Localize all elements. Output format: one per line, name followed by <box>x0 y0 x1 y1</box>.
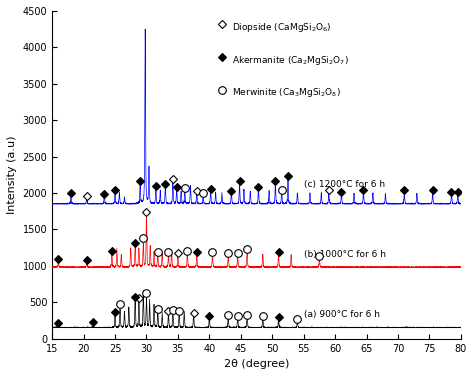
Text: Diopside (CaMgSi$_2$O$_6$): Diopside (CaMgSi$_2$O$_6$) <box>232 21 331 34</box>
Text: (c) 1200°C for 6 h: (c) 1200°C for 6 h <box>304 180 385 190</box>
Y-axis label: Intensity (a.u): Intensity (a.u) <box>7 135 17 214</box>
Text: Akermanite (Ca$_2$MgSi$_2$O$_7$): Akermanite (Ca$_2$MgSi$_2$O$_7$) <box>232 53 349 67</box>
Text: (a) 900°C for 6 h: (a) 900°C for 6 h <box>304 310 380 319</box>
X-axis label: 2θ (degree): 2θ (degree) <box>224 359 289 369</box>
Text: Merwinite (Ca$_3$MgSi$_2$O$_8$): Merwinite (Ca$_3$MgSi$_2$O$_8$) <box>232 86 341 99</box>
Text: (b) 1000°C for 6 h: (b) 1000°C for 6 h <box>304 250 386 259</box>
